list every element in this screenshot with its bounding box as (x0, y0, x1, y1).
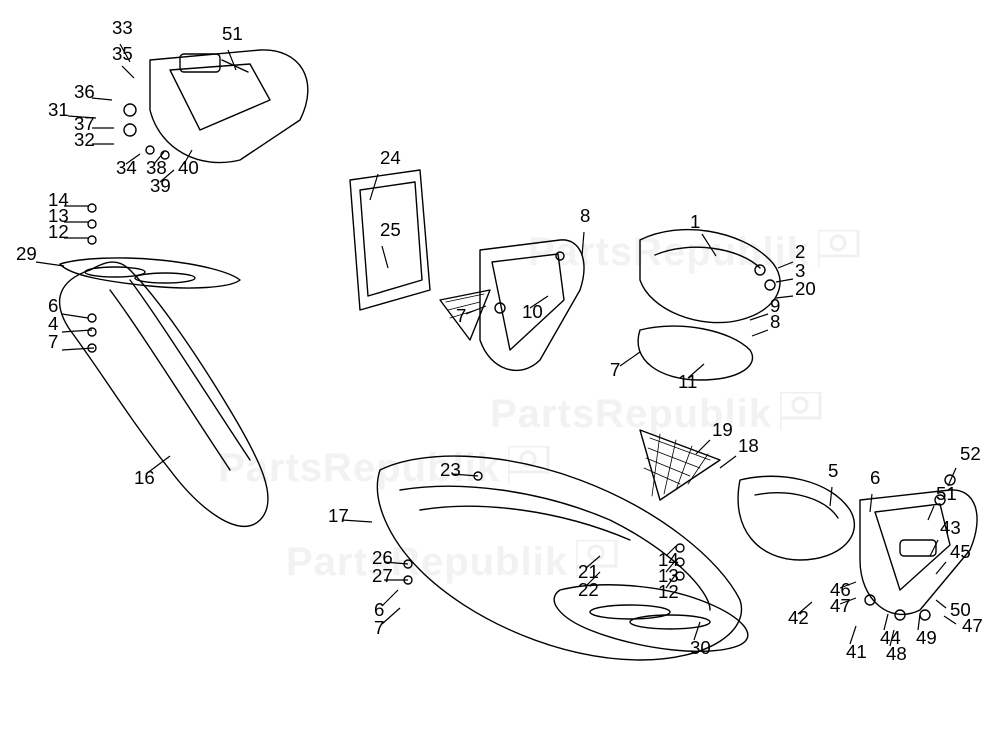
watermark: PartsRepublik (490, 392, 836, 440)
callout-31: 31 (48, 99, 69, 121)
flag-icon (818, 230, 874, 278)
callout-7d: 7 (374, 617, 384, 639)
callout-11: 11 (678, 371, 697, 393)
callout-29: 29 (16, 243, 37, 265)
diagram-stage: PartsRepublik PartsRepublik PartsRepubli… (0, 0, 1001, 751)
watermark: PartsRepublik (528, 230, 874, 278)
callout-23: 23 (440, 459, 461, 481)
callout-18: 18 (738, 435, 759, 457)
callout-48: 48 (886, 643, 907, 665)
callout-27: 27 (372, 565, 393, 587)
callout-47: 47 (830, 595, 851, 617)
callout-5: 5 (828, 460, 838, 482)
callout-19: 19 (712, 419, 733, 441)
callout-49: 49 (916, 627, 937, 649)
callout-35: 35 (112, 43, 133, 65)
callout-16: 16 (134, 467, 155, 489)
callout-52: 52 (960, 443, 981, 465)
callout-7c: 7 (610, 359, 620, 381)
callout-42: 42 (788, 607, 809, 629)
callout-6b: 6 (870, 467, 880, 489)
callout-40: 40 (178, 157, 199, 179)
callout-22: 22 (578, 579, 599, 601)
callout-50: 50 (950, 599, 971, 621)
flag-icon (508, 446, 564, 494)
callout-10: 10 (522, 301, 543, 323)
callout-17: 17 (328, 505, 349, 527)
flag-icon (780, 392, 836, 440)
exploded-drawing (0, 0, 1001, 751)
callout-37: 37 (74, 113, 95, 135)
callout-7b: 7 (456, 305, 466, 327)
callout-14b: 14 (658, 549, 679, 571)
callout-45: 45 (950, 541, 971, 563)
callout-7: 7 (48, 331, 58, 353)
watermark: PartsRepublik (218, 446, 564, 494)
callout-20: 20 (795, 278, 816, 300)
callout-9: 9 (770, 295, 780, 317)
callout-8: 8 (580, 205, 590, 227)
callout-33: 33 (112, 17, 133, 39)
callout-6: 6 (48, 295, 58, 317)
callout-51: 51 (222, 23, 243, 45)
callout-43: 43 (940, 517, 961, 539)
watermark-text: PartsRepublik (528, 230, 810, 274)
callout-24: 24 (380, 147, 401, 169)
callout-1: 1 (690, 211, 700, 233)
watermark-text: PartsRepublik (286, 540, 568, 584)
callout-39: 39 (150, 175, 171, 197)
callout-30: 30 (690, 637, 711, 659)
callout-36: 36 (74, 81, 95, 103)
callout-34: 34 (116, 157, 137, 179)
callout-14: 14 (48, 189, 69, 211)
callout-25: 25 (380, 219, 401, 241)
callout-51b: 51 (936, 483, 957, 505)
callout-41: 41 (846, 641, 867, 663)
